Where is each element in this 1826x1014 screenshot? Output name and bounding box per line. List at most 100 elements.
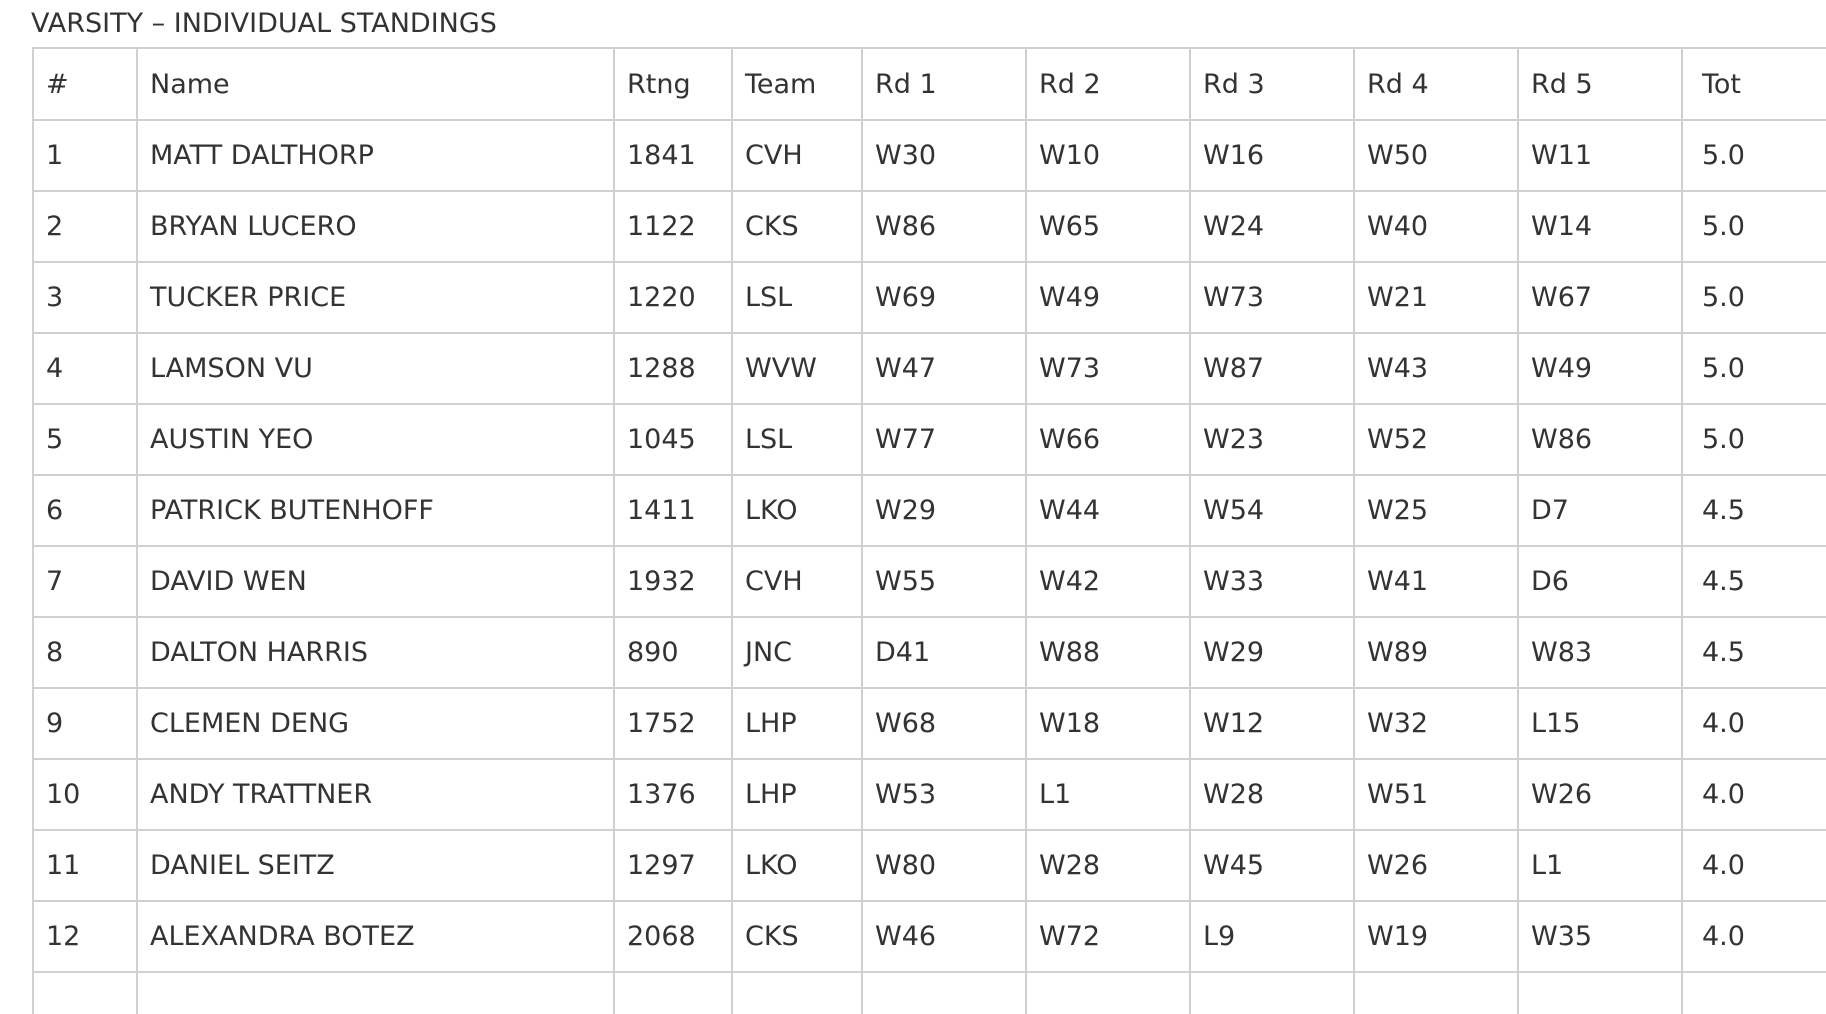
cell-name: AUSTIN YEO <box>136 403 615 476</box>
cell-team: JNC <box>731 616 863 689</box>
cell-rank: 12 <box>32 900 138 973</box>
cell-rating: 1376 <box>613 758 733 831</box>
cell-name: LAMSON VU <box>136 332 615 405</box>
cell-rd1: W77 <box>861 403 1027 476</box>
cell-rank: 2 <box>32 190 138 263</box>
column-header-rank: # <box>32 47 138 121</box>
cell-rd2: W49 <box>1025 261 1191 334</box>
cell-rd2 <box>1025 971 1191 1014</box>
cell-rating: 1288 <box>613 332 733 405</box>
cell-rd4: W40 <box>1353 190 1519 263</box>
table-row: 7 DAVID WEN 1932 CVH W55 W42 W33 W41 D6 4.5 <box>32 545 1826 618</box>
cell-rating: 1045 <box>613 403 733 476</box>
table-row: 2 BRYAN LUCERO 1122 CKS W86 W65 W24 W40 W14 5.0 <box>32 190 1826 263</box>
cell-rating: 1297 <box>613 829 733 902</box>
cell-rd1: W68 <box>861 687 1027 760</box>
cell-total <box>1681 971 1826 1014</box>
cell-rd4: W32 <box>1353 687 1519 760</box>
cell-total: 4.5 <box>1681 474 1826 547</box>
cell-rd2: W88 <box>1025 616 1191 689</box>
cell-name: DAVID WEN <box>136 545 615 618</box>
table-row: 8 DALTON HARRIS 890 JNC D41 W88 W29 W89 W83 4.5 <box>32 616 1826 689</box>
column-header-rd1: Rd 1 <box>861 47 1027 121</box>
cell-rating: 1220 <box>613 261 733 334</box>
cell-name <box>136 971 615 1014</box>
cell-rd3: W16 <box>1189 119 1355 192</box>
cell-team: CKS <box>731 900 863 973</box>
cell-total: 4.5 <box>1681 545 1826 618</box>
column-header-rd4: Rd 4 <box>1353 47 1519 121</box>
cell-rd3: W87 <box>1189 332 1355 405</box>
cell-rd2: L1 <box>1025 758 1191 831</box>
table-row: 5 AUSTIN YEO 1045 LSL W77 W66 W23 W52 W86 5.0 <box>32 403 1826 476</box>
cell-rating: 1932 <box>613 545 733 618</box>
cell-rd5: W14 <box>1517 190 1683 263</box>
cell-team: LKO <box>731 829 863 902</box>
cell-rank: 1 <box>32 119 138 192</box>
cell-rd4: W25 <box>1353 474 1519 547</box>
cell-rd5: W49 <box>1517 332 1683 405</box>
cell-rating <box>613 971 733 1014</box>
cell-rd3: W73 <box>1189 261 1355 334</box>
cell-rd2: W42 <box>1025 545 1191 618</box>
cell-total: 4.5 <box>1681 616 1826 689</box>
cell-rd5: W67 <box>1517 261 1683 334</box>
cell-rd2: W28 <box>1025 829 1191 902</box>
cell-rd1 <box>861 971 1027 1014</box>
cell-rd4: W41 <box>1353 545 1519 618</box>
cell-rank: 4 <box>32 332 138 405</box>
cell-rating: 1122 <box>613 190 733 263</box>
cell-rd2: W10 <box>1025 119 1191 192</box>
cell-rank: 8 <box>32 616 138 689</box>
cell-total: 4.0 <box>1681 900 1826 973</box>
cell-rd4: W21 <box>1353 261 1519 334</box>
cell-rd1: W53 <box>861 758 1027 831</box>
table-row: 3 TUCKER PRICE 1220 LSL W69 W49 W73 W21 W67 5.0 <box>32 261 1826 334</box>
table-row: 10 ANDY TRATTNER 1376 LHP W53 L1 W28 W51 W26 4.0 <box>32 758 1826 831</box>
cell-rank: 11 <box>32 829 138 902</box>
cell-rd4: W89 <box>1353 616 1519 689</box>
cell-rd1: W29 <box>861 474 1027 547</box>
cell-rd5: W11 <box>1517 119 1683 192</box>
cell-name: TUCKER PRICE <box>136 261 615 334</box>
cell-rd4: W50 <box>1353 119 1519 192</box>
cell-rd2: W72 <box>1025 900 1191 973</box>
cell-rd4 <box>1353 971 1519 1014</box>
cell-name: DANIEL SEITZ <box>136 829 615 902</box>
cell-team: LSL <box>731 403 863 476</box>
cell-rd1: W80 <box>861 829 1027 902</box>
cell-rank: 5 <box>32 403 138 476</box>
table-row: 9 CLEMEN DENG 1752 LHP W68 W18 W12 W32 L15 4.0 <box>32 687 1826 760</box>
cell-team: CVH <box>731 119 863 192</box>
cell-rd5: L15 <box>1517 687 1683 760</box>
column-header-name: Name <box>136 47 615 121</box>
column-header-rd3: Rd 3 <box>1189 47 1355 121</box>
table-body: 1 MATT DALTHORP 1841 CVH W30 W10 W16 W50 W11 5.0 2… <box>32 119 1826 1014</box>
cell-rd3 <box>1189 971 1355 1014</box>
cell-total: 5.0 <box>1681 119 1826 192</box>
cell-rd1: W30 <box>861 119 1027 192</box>
cell-rd4: W52 <box>1353 403 1519 476</box>
cell-rank: 7 <box>32 545 138 618</box>
cell-rank: 10 <box>32 758 138 831</box>
table-row: 1 MATT DALTHORP 1841 CVH W30 W10 W16 W50 W11 5.0 <box>32 119 1826 192</box>
cell-rd3: W45 <box>1189 829 1355 902</box>
cell-rd5: W86 <box>1517 403 1683 476</box>
cell-team: LSL <box>731 261 863 334</box>
cell-rd1: W69 <box>861 261 1027 334</box>
cell-rd3: W23 <box>1189 403 1355 476</box>
cell-rank: 6 <box>32 474 138 547</box>
cell-rd5: L1 <box>1517 829 1683 902</box>
standings-table-container: # Name Rtng Team Rd 1 Rd 2 Rd 3 Rd 4 Rd 5 Tot 1 MA… <box>32 47 1826 1014</box>
table-row <box>32 971 1826 1014</box>
cell-total: 5.0 <box>1681 261 1826 334</box>
cell-rating: 1752 <box>613 687 733 760</box>
cell-team: LHP <box>731 758 863 831</box>
cell-name: MATT DALTHORP <box>136 119 615 192</box>
cell-name: BRYAN LUCERO <box>136 190 615 263</box>
cell-total: 5.0 <box>1681 332 1826 405</box>
column-header-rd5: Rd 5 <box>1517 47 1683 121</box>
cell-team: WVW <box>731 332 863 405</box>
cell-rank <box>32 971 138 1014</box>
cell-total: 5.0 <box>1681 403 1826 476</box>
